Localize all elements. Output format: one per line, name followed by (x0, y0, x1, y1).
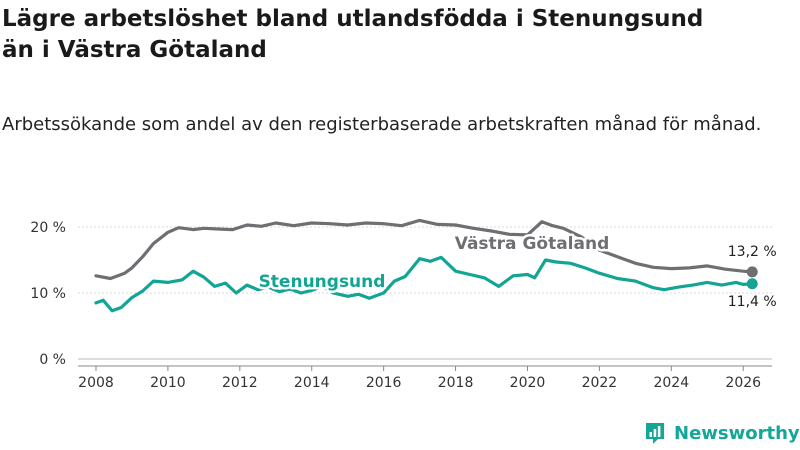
y-tick-label: 10 % (30, 286, 66, 302)
x-tick-label: 2010 (150, 375, 186, 391)
chart-title: Lägre arbetslöshet bland utlandsfödda i … (0, 4, 800, 66)
x-tick-label: 2022 (582, 375, 618, 391)
x-tick-label: 2012 (222, 375, 258, 391)
end-label-stenungsund: 11,4 % (728, 294, 777, 310)
x-tick-label: 2014 (294, 375, 330, 391)
end-point-v-stra-g-taland (746, 266, 758, 278)
end-point-stenungsund (746, 278, 758, 290)
title-line-2: än i Västra Götaland (2, 37, 267, 63)
x-tick-label: 2018 (438, 375, 474, 391)
x-tick-label: 2024 (653, 375, 689, 391)
series-annotation-vastra-gotaland-halo: Västra Götaland (455, 234, 610, 254)
x-tick-label: 2026 (725, 375, 761, 391)
y-tick-label: 20 % (30, 220, 66, 236)
newsworthy-logo-icon (646, 423, 664, 444)
y-tick-label: 0 % (39, 352, 66, 368)
end-label-vastra-gotaland: 13,2 % (728, 244, 777, 260)
series-line-stenungsund (94, 255, 754, 313)
x-tick-label: 2016 (366, 375, 402, 391)
newsworthy-logo: Newsworthy (644, 418, 800, 448)
series-annotation-stenungsund: Stenungsund (259, 272, 386, 292)
series-annotation-stenungsund-halo: Stenungsund (259, 272, 386, 292)
series-line-v-stra-g-taland (94, 218, 754, 281)
chart-subtitle: Arbetssökande som andel av den registerb… (2, 114, 762, 135)
x-tick-label: 2008 (78, 375, 114, 391)
title-line-1: Lägre arbetslöshet bland utlandsfödda i … (2, 6, 704, 32)
brand-name: Newsworthy (674, 422, 800, 444)
x-tick-label: 2020 (510, 375, 546, 391)
series-annotation-vastra-gotaland: Västra Götaland (455, 234, 610, 254)
